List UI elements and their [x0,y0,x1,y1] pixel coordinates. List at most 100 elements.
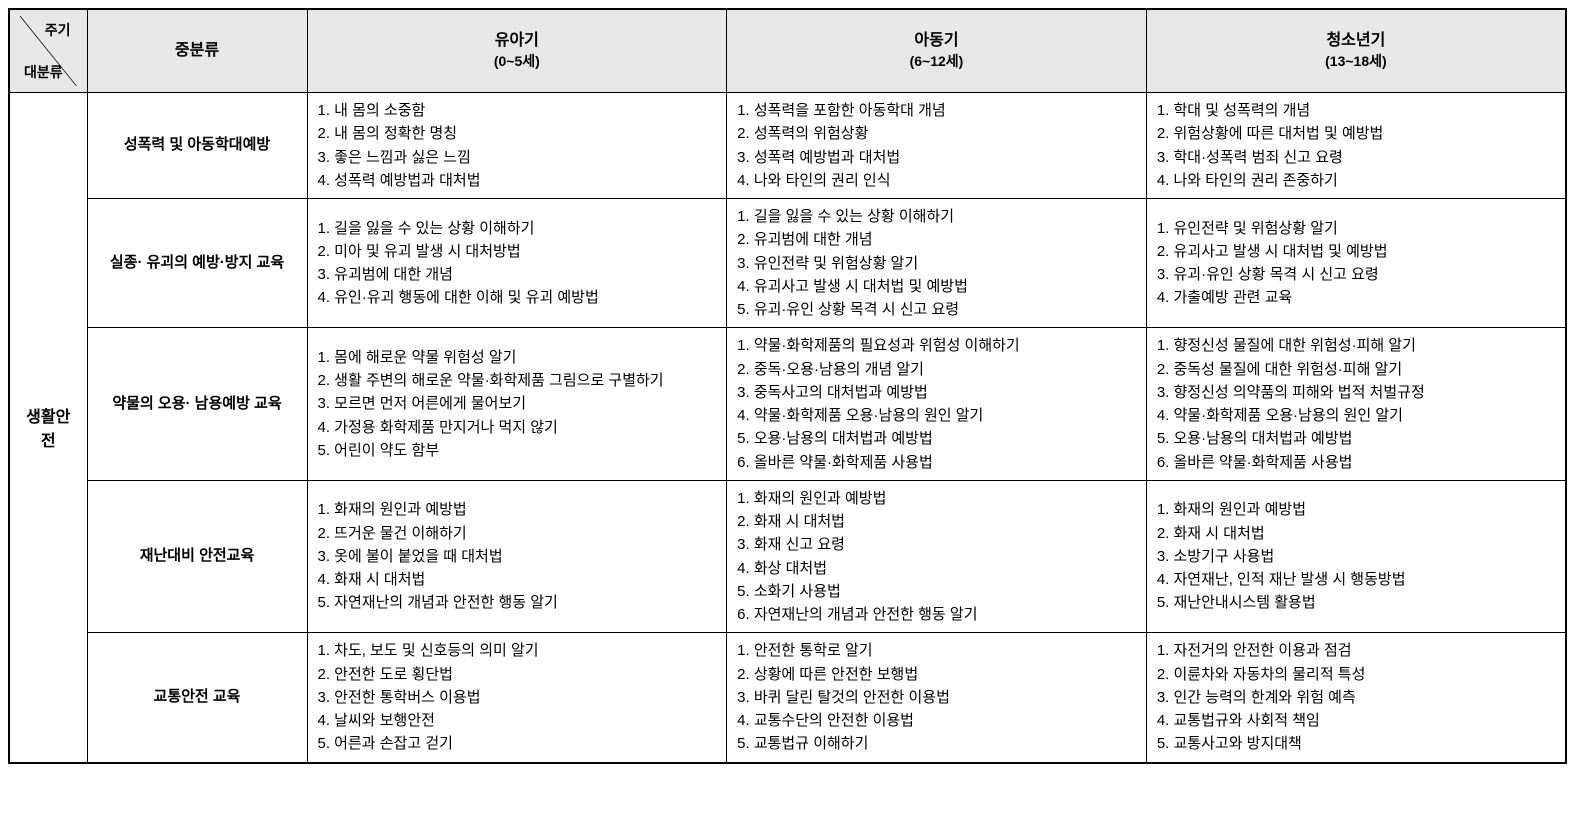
cell-line: 3. 모르면 먼저 어른에게 물어보기 [318,392,717,415]
cell-line: 4. 자연재난, 인적 재난 발생 시 행동방법 [1157,568,1555,591]
content-cell: 1. 성폭력을 포함한 아동학대 개념2. 성폭력의 위험상황3. 성폭력 예방… [727,93,1147,199]
cell-line: 생활 [26,409,55,426]
table-row: 실종· 유괴의 예방·방지 교육1. 길을 잃을 수 있는 상황 이해하기2. … [9,199,1566,328]
header-age-range: (6~12세) [737,51,1136,71]
cell-line: 3. 옷에 불이 붙었을 때 대처법 [318,545,717,568]
header-diagonal: 주기 대분류 [9,9,87,93]
major-category-cell: 생활안전 [9,93,87,763]
content-cell: 1. 화재의 원인과 예방법2. 화재 시 대처법3. 소방기구 사용법4. 자… [1146,480,1566,633]
sub-category-cell: 교통안전 교육 [87,633,307,763]
header-subcategory-label: 중분류 [175,42,219,59]
header-cycle-label: 주기 [45,20,71,40]
cell-line: 5. 어른과 손잡고 걷기 [318,732,717,755]
content-cell: 1. 길을 잃을 수 있는 상황 이해하기2. 유괴범에 대한 개념3. 유인전… [727,199,1147,328]
table-header: 주기 대분류 중분류 유아기 (0~5세) 아동기 (6~12세) 청소년기 (… [9,9,1566,93]
cell-line: 5. 교통법규 이해하기 [737,732,1136,755]
cell-line: 5. 오용·남용의 대처법과 예방법 [1157,427,1555,450]
cell-line: 4. 약물·화학제품 오용·남용의 원인 알기 [1157,404,1555,427]
cell-line: 4. 가정용 화학제품 만지거나 먹지 않기 [318,416,717,439]
cell-line: 5. 교통사고와 방지대책 [1157,732,1555,755]
cell-line: 5. 자연재난의 개념과 안전한 행동 알기 [318,591,717,614]
header-age-infant: 유아기 (0~5세) [307,9,727,93]
cell-line: 1. 약물·화학제품의 필요성과 위험성 이해하기 [737,334,1136,357]
cell-line: 4. 교통법규와 사회적 책임 [1157,709,1555,732]
header-age-title: 유아기 [318,31,717,52]
content-cell: 1. 안전한 통학로 알기2. 상황에 따른 안전한 보행법3. 바퀴 달린 탈… [727,633,1147,763]
cell-line: 4. 유인·유괴 행동에 대한 이해 및 유괴 예방법 [318,286,717,309]
cell-line: 재난대비 안전교육 [140,547,255,564]
cell-line: 4. 가출예방 관련 교육 [1157,286,1555,309]
cell-line: 3. 중독사고의 대처법과 예방법 [737,381,1136,404]
cell-line: 4. 날씨와 보행안전 [318,709,717,732]
header-age-teen: 청소년기 (13~18세) [1146,9,1566,93]
cell-line: 2. 상황에 따른 안전한 보행법 [737,663,1136,686]
cell-line: 5. 재난안내시스템 활용법 [1157,591,1555,614]
cell-line: 1. 화재의 원인과 예방법 [737,487,1136,510]
cell-line: 5. 어린이 약도 함부 [318,439,717,462]
table-row: 교통안전 교육 1. 차도, 보도 및 신호등의 의미 알기2. 안전한 도로 횡… [9,633,1566,763]
cell-line: 4. 나와 타인의 권리 인식 [737,169,1136,192]
cell-line: 교통안전 교육 [154,688,241,705]
header-subcategory: 중분류 [87,9,307,93]
header-age-range: (13~18세) [1157,51,1555,71]
cell-line: 방지 교육 [225,254,284,271]
content-cell: 1. 학대 및 성폭력의 개념2. 위험상황에 따른 대처법 및 예방법3. 학… [1146,93,1566,199]
header-major-label: 대분류 [24,62,63,82]
cell-line: 3. 바퀴 달린 탈것의 안전한 이용법 [737,686,1136,709]
cell-line: 3. 소방기구 사용법 [1157,545,1555,568]
cell-line: 1. 화재의 원인과 예방법 [318,498,717,521]
cell-line: 2. 중독·오용·남용의 개념 알기 [737,358,1136,381]
cell-line: 3. 향정신성 의약품의 피해와 법적 처벌규정 [1157,381,1555,404]
cell-line: 2. 화재 시 대처법 [737,510,1136,533]
cell-line: 2. 미아 및 유괴 발생 시 대처방법 [318,240,717,263]
content-cell: 1. 화재의 원인과 예방법2. 화재 시 대처법3. 화재 신고 요령4. 화… [727,480,1147,633]
cell-line: 약물의 오용· 남용 [112,395,222,412]
cell-line: 1. 안전한 통학로 알기 [737,639,1136,662]
cell-line: 1. 내 몸의 소중함 [318,99,717,122]
content-cell: 1. 내 몸의 소중함2. 내 몸의 정확한 명칭3. 좋은 느낌과 싫은 느낌… [307,93,727,199]
cell-line: 3. 유인전략 및 위험상황 알기 [737,252,1136,275]
cell-line: 2. 안전한 도로 횡단법 [318,663,717,686]
cell-line: 4. 화상 대처법 [737,557,1136,580]
cell-line: 1. 화재의 원인과 예방법 [1157,498,1555,521]
cell-line: 5. 소화기 사용법 [737,580,1136,603]
cell-line: 1. 차도, 보도 및 신호등의 의미 알기 [318,639,717,662]
cell-line: 1. 길을 잃을 수 있는 상황 이해하기 [318,217,717,240]
sub-category-cell: 재난대비 안전교육 [87,480,307,633]
header-age-title: 청소년기 [1157,31,1555,52]
cell-line: 6. 올바른 약물·화학제품 사용법 [737,451,1136,474]
cell-line: 6. 올바른 약물·화학제품 사용법 [1157,451,1555,474]
content-cell: 1. 향정신성 물질에 대한 위험성·피해 알기2. 중독성 물질에 대한 위험… [1146,328,1566,481]
cell-line: 3. 좋은 느낌과 싫은 느낌 [318,146,717,169]
cell-line: 6. 자연재난의 개념과 안전한 행동 알기 [737,603,1136,626]
cell-line: 3. 학대·성폭력 범죄 신고 요령 [1157,146,1555,169]
cell-line: 1. 향정신성 물질에 대한 위험성·피해 알기 [1157,334,1555,357]
cell-line: 4. 화재 시 대처법 [318,568,717,591]
cell-line: 2. 성폭력의 위험상황 [737,122,1136,145]
content-cell: 1. 몸에 해로운 약물 위험성 알기2. 생활 주변의 해로운 약물·화학제품… [307,328,727,481]
header-age-title: 아동기 [737,31,1136,52]
cell-line: 성폭력 및 아동학대 [124,136,243,153]
table-row: 생활안전성폭력 및 아동학대예방1. 내 몸의 소중함2. 내 몸의 정확한 명… [9,93,1566,199]
cell-line: 2. 화재 시 대처법 [1157,522,1555,545]
cell-line: 4. 약물·화학제품 오용·남용의 원인 알기 [737,404,1136,427]
cell-line: 3. 안전한 통학버스 이용법 [318,686,717,709]
cell-line: 2. 이륜차와 자동차의 물리적 특성 [1157,663,1555,686]
cell-line: 2. 위험상황에 따른 대처법 및 예방법 [1157,122,1555,145]
sub-category-cell: 약물의 오용· 남용예방 교육 [87,328,307,481]
content-cell: 1. 화재의 원인과 예방법2. 뜨거운 물건 이해하기3. 옷에 불이 붙었을… [307,480,727,633]
cell-line: 실종· 유괴의 예방· [110,254,225,271]
cell-line: 4. 교통수단의 안전한 이용법 [737,709,1136,732]
sub-category-cell: 실종· 유괴의 예방·방지 교육 [87,199,307,328]
cell-line: 4. 나와 타인의 권리 존중하기 [1157,169,1555,192]
cell-line: 2. 유괴사고 발생 시 대처법 및 예방법 [1157,240,1555,263]
cell-line: 3. 화재 신고 요령 [737,533,1136,556]
cell-line: 4. 유괴사고 발생 시 대처법 및 예방법 [737,275,1136,298]
cell-line: 4. 성폭력 예방법과 대처법 [318,169,717,192]
content-cell: 1. 길을 잃을 수 있는 상황 이해하기2. 미아 및 유괴 발생 시 대처방… [307,199,727,328]
content-cell: 1. 차도, 보도 및 신호등의 의미 알기2. 안전한 도로 횡단법3. 안전… [307,633,727,763]
cell-line: 2. 중독성 물질에 대한 위험성·피해 알기 [1157,358,1555,381]
safety-education-table: 주기 대분류 중분류 유아기 (0~5세) 아동기 (6~12세) 청소년기 (… [8,8,1567,764]
cell-line: 2. 내 몸의 정확한 명칭 [318,122,717,145]
sub-category-cell: 성폭력 및 아동학대예방 [87,93,307,199]
